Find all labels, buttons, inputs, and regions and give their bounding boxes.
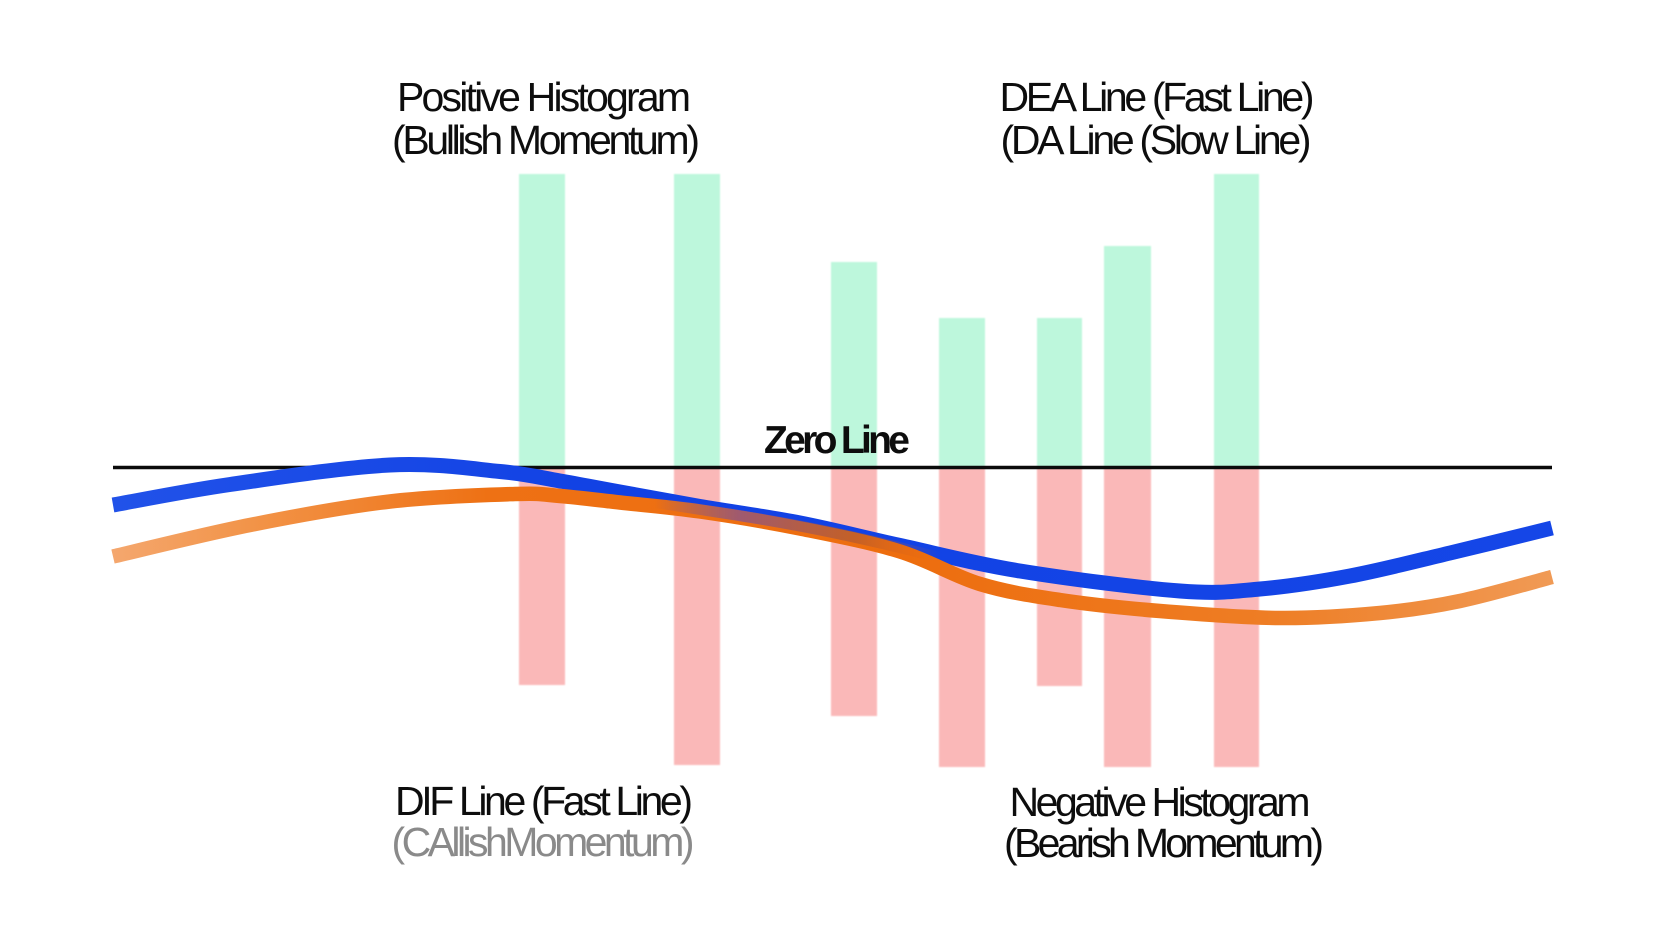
svg-text:(DA Line (Slow Line): (DA Line (Slow Line) [1001,117,1312,163]
svg-text:Negative Histogram: Negative Histogram [1010,779,1311,825]
svg-text:DIF Line (Fast Line): DIF Line (Fast Line) [395,778,693,824]
svg-text:(Bullish Momentum): (Bullish Momentum) [392,117,700,163]
svg-text:(Bearish Momentum): (Bearish Momentum) [1004,820,1324,866]
svg-text:Zero Line: Zero Line [764,419,910,462]
svg-text:DEA Line (Fast Line): DEA Line (Fast Line) [1000,74,1315,120]
svg-text:Positive Histogram: Positive Histogram [397,74,691,120]
svg-text:(CAllishMomentum): (CAllishMomentum) [392,819,695,865]
